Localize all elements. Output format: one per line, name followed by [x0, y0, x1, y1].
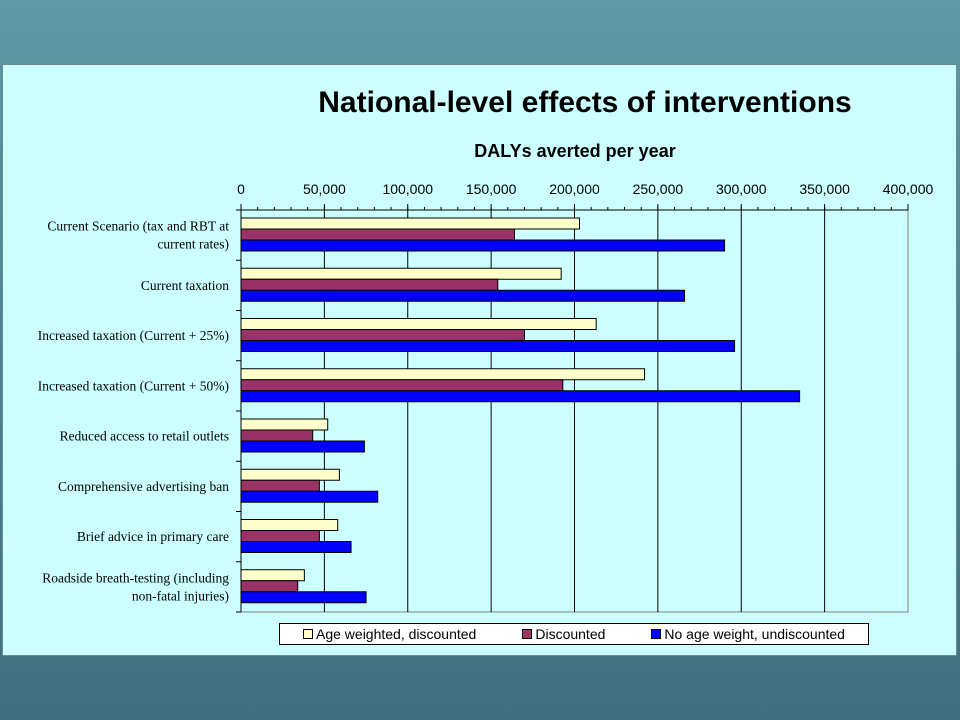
bar [240, 519, 339, 531]
category-label: Current Scenario (tax and RBT at current … [47, 219, 229, 252]
bar [240, 379, 564, 392]
bar [240, 228, 515, 241]
category-label: Increased taxation (Current + 50%) [38, 378, 229, 393]
category-label-line: Current Scenario (tax and RBT at [47, 219, 229, 234]
bar [240, 468, 340, 481]
legend-label-discounted: Discounted [535, 626, 606, 642]
legend-swatch-undiscounted [651, 629, 662, 639]
x-tick-label: 50,000 [303, 181, 346, 197]
chart-title: National-level effects of interventions [318, 86, 852, 119]
bar [240, 329, 525, 341]
x-tick-label: 250,000 [633, 181, 684, 197]
category-label-line: non-fatal injuries) [132, 588, 229, 603]
x-tick-label: 350,000 [799, 181, 850, 197]
legend-swatch-discounted [522, 629, 533, 639]
bar [240, 217, 581, 230]
bar [240, 490, 379, 503]
category-label: Current taxation [141, 278, 229, 293]
bar [240, 440, 365, 453]
x-tick-label: 300,000 [716, 181, 767, 197]
category-label-line: Roadside breath-testing (including [42, 570, 229, 585]
category-label: Brief advice in primary care [77, 529, 229, 544]
legend-item-discounted: Discounted [522, 626, 605, 642]
bar [240, 267, 562, 280]
x-tick-label: 100,000 [382, 181, 433, 197]
legend-item-age-weighted: Age weighted, discounted [303, 626, 476, 642]
bar [240, 418, 329, 431]
category-label: Reduced access to retail outlets [60, 429, 229, 444]
x-tick-label: 200,000 [549, 181, 600, 197]
bar [240, 541, 352, 553]
bar [240, 429, 314, 442]
category-label: Increased taxation (Current + 25%) [38, 328, 229, 343]
bar [240, 479, 320, 492]
bar [240, 340, 736, 352]
bar [240, 278, 499, 291]
bar [240, 368, 646, 381]
legend-item-undiscounted: No age weight, undiscounted [651, 626, 845, 642]
chart-legend: Age weighted, discounted Discounted No a… [279, 623, 869, 645]
bar [240, 591, 367, 604]
chart-subtitle: DALYs averted per year [474, 141, 676, 161]
bar [240, 530, 320, 542]
x-tick-label: 150,000 [466, 181, 517, 197]
x-tick-label: 400,000 [883, 181, 934, 197]
category-label-line: current rates) [157, 237, 229, 252]
bar [240, 390, 801, 403]
legend-label-undiscounted: No age weight, undiscounted [664, 626, 845, 642]
category-label: Comprehensive advertising ban [58, 479, 229, 494]
bar [240, 318, 597, 330]
bar [240, 580, 299, 593]
category-label: Roadside breath-testing (including non-fa… [42, 570, 229, 603]
bar [240, 569, 305, 582]
legend-label-age-weighted: Age weighted, discounted [316, 626, 477, 642]
bar [240, 289, 686, 302]
bar [240, 239, 726, 252]
legend-swatch-age-weighted [303, 629, 313, 639]
x-tick-label: 0 [237, 181, 245, 197]
